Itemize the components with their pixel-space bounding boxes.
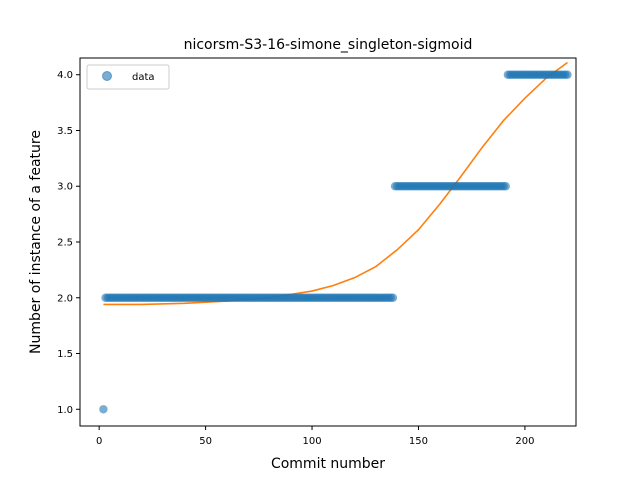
legend-marker-data bbox=[102, 71, 112, 81]
y-tick-label: 3.0 bbox=[57, 182, 73, 193]
y-tick-label: 2.5 bbox=[57, 238, 73, 249]
legend: data bbox=[86, 64, 170, 90]
x-tick-label: 0 bbox=[96, 436, 102, 447]
data-points-layer bbox=[99, 70, 572, 414]
x-tick-label: 100 bbox=[302, 436, 321, 447]
y-tick-label: 2.0 bbox=[57, 293, 73, 304]
x-tick-label: 150 bbox=[409, 436, 428, 447]
data-point bbox=[388, 293, 398, 302]
x-axis-label: Commit number bbox=[271, 456, 385, 472]
data-point bbox=[501, 182, 510, 191]
y-axis-label: Number of instance of a feature bbox=[28, 130, 44, 354]
y-tick-label: 1.5 bbox=[57, 349, 73, 360]
legend-box bbox=[86, 64, 170, 90]
data-point bbox=[563, 70, 572, 79]
data-point bbox=[99, 405, 108, 414]
y-tick-label: 1.0 bbox=[57, 405, 73, 416]
x-tick-label: 200 bbox=[515, 436, 534, 447]
x-axis-ticks: 0 50 100 150 200 bbox=[96, 426, 534, 447]
y-axis-ticks: 1.0 1.5 2.0 2.5 3.0 3.5 4.0 bbox=[57, 70, 80, 416]
chart-title: nicorsm-S3-16-simone_singleton-sigmoid bbox=[184, 37, 473, 53]
y-tick-label: 3.5 bbox=[57, 126, 73, 137]
x-tick-label: 50 bbox=[199, 436, 212, 447]
legend-label-data: data bbox=[132, 72, 155, 83]
y-tick-label: 4.0 bbox=[57, 70, 73, 81]
